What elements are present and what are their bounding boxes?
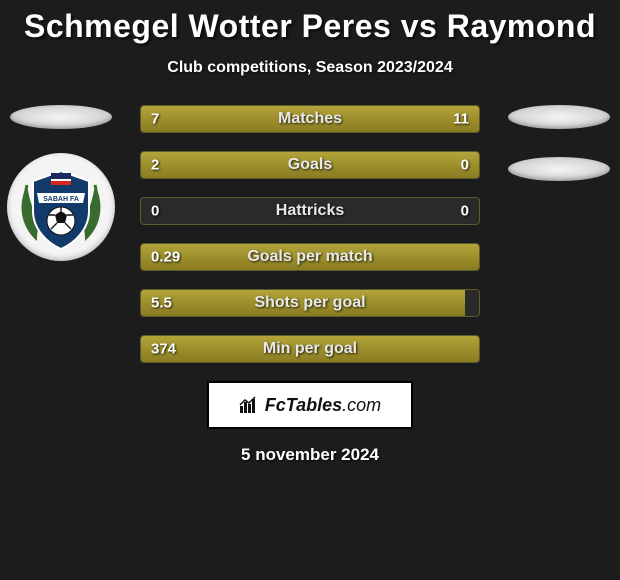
stat-value-left: 374	[151, 341, 176, 358]
bar-fill-left	[141, 152, 405, 178]
player-photo-placeholder-left	[10, 105, 112, 129]
stat-row: 374 Min per goal	[140, 335, 480, 363]
stat-row: 5.5 Shots per goal	[140, 289, 480, 317]
right-player-column	[504, 105, 614, 181]
footer-date: 5 november 2024	[0, 445, 620, 465]
stat-row: 7 11 Matches	[140, 105, 480, 133]
shield-icon: SABAH FA	[7, 153, 115, 261]
stat-label: Min per goal	[263, 340, 357, 358]
stat-value-left: 5.5	[151, 295, 172, 312]
player-photo-placeholder-right-2	[508, 157, 610, 181]
brand-suffix: .com	[342, 395, 381, 415]
stat-row: 0 0 Hattricks	[140, 197, 480, 225]
stat-value-left: 7	[151, 111, 159, 128]
svg-text:SABAH FA: SABAH FA	[43, 196, 79, 203]
left-player-column: SABAH FA	[6, 105, 116, 261]
bar-fill-left	[141, 106, 273, 132]
stat-value-right: 0	[461, 157, 469, 174]
stat-row: 0.29 Goals per match	[140, 243, 480, 271]
brand-badge: FcTables.com	[207, 381, 413, 429]
stat-label: Matches	[278, 110, 342, 128]
stat-row: 2 0 Goals	[140, 151, 480, 179]
stat-bars: 7 11 Matches 2 0 Goals 0 0 Hattricks 0.29 Goals pe…	[140, 105, 480, 363]
stat-value-left: 0.29	[151, 249, 180, 266]
stat-label: Goals per match	[247, 248, 372, 266]
stat-label: Goals	[288, 156, 332, 174]
club-logo-left: SABAH FA	[7, 153, 115, 261]
brand-name: FcTables	[265, 395, 342, 415]
subtitle: Club competitions, Season 2023/2024	[0, 59, 620, 77]
stat-value-right: 11	[453, 111, 469, 128]
bar-chart-icon	[239, 396, 259, 414]
comparison-panel: SABAH FA 7 11 Matches 2 0 Goals 0 0 Hattricks 0.2…	[0, 105, 620, 465]
stat-label: Shots per goal	[254, 294, 365, 312]
stat-label: Hattricks	[276, 202, 344, 220]
player-photo-placeholder-right-1	[508, 105, 610, 129]
page-title: Schmegel Wotter Peres vs Raymond	[0, 0, 620, 45]
stat-value-right: 0	[461, 203, 469, 220]
stat-value-left: 0	[151, 203, 159, 220]
stat-value-left: 2	[151, 157, 159, 174]
